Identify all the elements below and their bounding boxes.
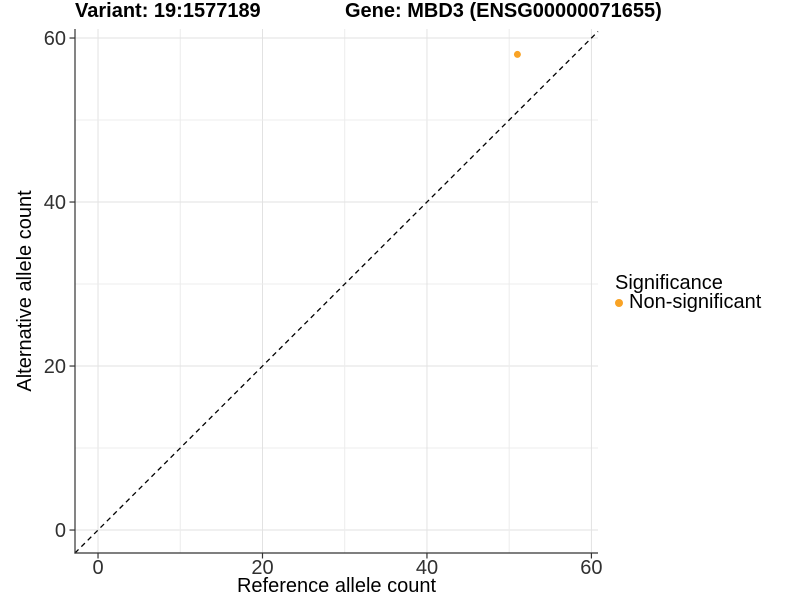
y-tick-label: 0: [55, 520, 66, 542]
legend-item: Non-significant: [613, 291, 761, 314]
identity-line: [74, 30, 599, 554]
plot-title-variant: Variant: 19:1577189: [75, 0, 261, 22]
plot-title-gene: Gene: MBD3 (ENSG00000071655): [345, 0, 662, 22]
legend-item-label: Non-significant: [629, 291, 762, 313]
x-axis-title: Reference allele count: [237, 575, 436, 597]
y-axis-title: Alternative allele count: [14, 190, 36, 392]
x-tick-label: 40: [416, 557, 438, 579]
legend-point-icon: [615, 298, 623, 307]
legend-title: Significance: [615, 272, 723, 294]
y-tick-label: 60: [44, 28, 66, 50]
y-tick-label: 20: [44, 356, 66, 378]
x-tick-label: 20: [251, 557, 273, 579]
x-tick-label: 0: [92, 557, 103, 579]
x-tick-label: 60: [580, 557, 602, 579]
data-point: [513, 50, 521, 58]
y-tick-label: 40: [44, 192, 66, 214]
